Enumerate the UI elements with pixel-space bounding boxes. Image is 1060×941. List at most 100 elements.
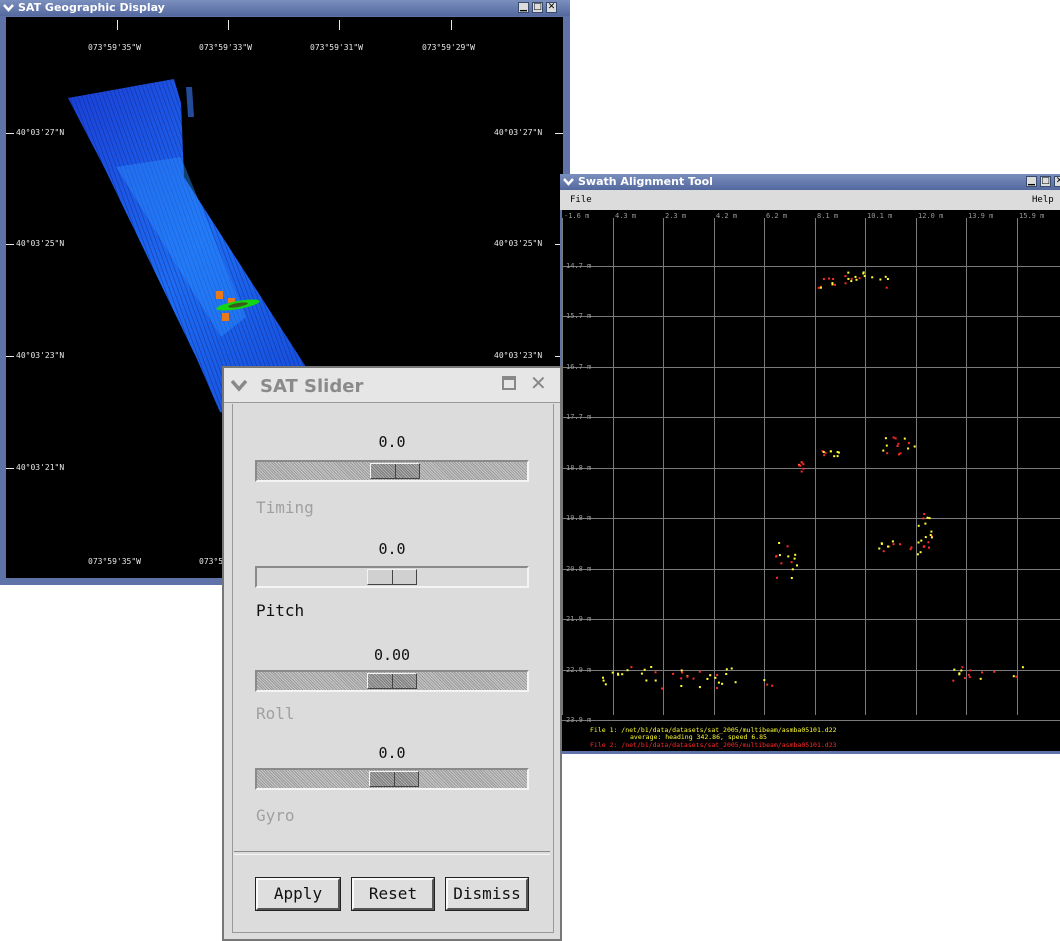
file-menu[interactable]: File <box>570 195 592 205</box>
dismiss-button[interactable]: Dismiss <box>445 877 529 911</box>
sounding-point <box>661 687 663 690</box>
sounding-point <box>899 543 902 546</box>
status-file2: File 2: /net/b1/data/datasets/sat_2005/m… <box>590 741 837 749</box>
slider-thumb[interactable] <box>369 771 419 787</box>
sounding-point <box>643 668 646 671</box>
sounding-point <box>952 679 955 682</box>
sounding-point <box>802 467 805 470</box>
pitch-slider[interactable] <box>255 566 529 588</box>
x-tick-label: 13.9 m <box>968 212 994 220</box>
sounding-point <box>837 451 840 454</box>
sounding-point <box>968 676 971 679</box>
sounding-point <box>829 450 832 453</box>
sounding-point <box>961 666 964 669</box>
swath-plot[interactable]: -1.6 m 4.3 m 2.3 m 4.2 m 6.2 m 8.1 m 10.1 m 12.… <box>562 210 1060 751</box>
swath-track-image <box>68 79 326 417</box>
sounding-point <box>862 271 865 274</box>
right-tick <box>555 356 563 357</box>
close-icon[interactable]: ✕ <box>530 371 547 395</box>
sounding-point <box>686 675 689 678</box>
sounding-point <box>862 272 865 275</box>
sounding-point <box>917 541 920 544</box>
sounding-point <box>836 451 839 453</box>
reset-button[interactable]: Reset <box>351 877 435 911</box>
sounding-point <box>621 673 624 676</box>
maximize-icon[interactable]: □ <box>1040 176 1051 187</box>
slider-titlebar[interactable]: SAT Slider ✕ <box>224 368 560 403</box>
maximize-icon[interactable]: □ <box>532 2 543 13</box>
sounding-point <box>654 679 657 682</box>
timing-slider[interactable] <box>255 460 529 482</box>
gyro-slider[interactable] <box>255 768 529 790</box>
slider-thumb[interactable] <box>367 673 417 689</box>
sounding-point <box>871 276 874 279</box>
sounding-point <box>817 286 820 289</box>
minimize-icon[interactable]: ▁ <box>1026 176 1037 187</box>
roll-label: Roll <box>256 704 295 723</box>
window-menu-icon[interactable] <box>230 378 248 392</box>
sounding-point <box>798 464 800 467</box>
sounding-point <box>766 683 769 686</box>
sounding-point <box>763 679 766 682</box>
sounding-point <box>891 540 894 543</box>
sounding-point <box>834 283 836 286</box>
sounding-point <box>787 555 790 558</box>
sounding-point <box>888 545 891 548</box>
sounding-point <box>802 463 805 466</box>
sounding-point <box>822 451 825 453</box>
sounding-point <box>604 683 607 686</box>
sounding-point <box>611 671 614 674</box>
slider-thumb[interactable] <box>367 569 417 585</box>
right-lat-label: 40°03'23"N <box>494 351 543 360</box>
sounding-point <box>793 557 796 560</box>
roll-slider[interactable] <box>255 670 529 692</box>
sounding-point <box>791 568 794 571</box>
sounding-point <box>833 455 836 458</box>
sounding-point <box>831 282 834 285</box>
minimize-icon[interactable]: ▁ <box>518 2 529 13</box>
x-tick-label: 10.1 m <box>867 212 893 220</box>
sounding-point <box>926 516 929 519</box>
x-tick-label: 12.0 m <box>918 212 944 220</box>
sounding-point <box>898 453 900 456</box>
left-lat-label: 40°03'23"N <box>16 351 65 360</box>
y-tick-label: 17.7 m <box>566 413 592 421</box>
close-icon[interactable]: ✕ <box>1054 176 1060 187</box>
sounding-point <box>920 539 923 542</box>
help-menu[interactable]: Help <box>1032 195 1054 205</box>
sounding-point <box>892 436 895 439</box>
sounding-point <box>692 677 695 680</box>
status-average: average: heading 342.86, speed 6.85 <box>630 733 767 741</box>
close-icon[interactable]: ✕ <box>546 2 557 13</box>
sounding-point <box>924 536 927 539</box>
sounding-point <box>780 562 783 565</box>
sounding-point <box>885 286 888 289</box>
sounding-point <box>1021 666 1024 669</box>
sounding-point <box>714 676 717 679</box>
sounding-point <box>929 534 932 536</box>
timing-label: Timing <box>256 498 314 517</box>
x-tick-label: 2.3 m <box>665 212 687 220</box>
y-tick-label: 15.7 m <box>566 312 592 320</box>
y-tick-label: 19.8 m <box>566 514 592 522</box>
window-menu-icon[interactable] <box>563 176 574 187</box>
sounding-point <box>771 684 774 687</box>
y-tick-label: 14.7 m <box>566 262 592 270</box>
sounding-point <box>1015 675 1018 678</box>
sounding-point <box>645 679 648 682</box>
swath-titlebar[interactable]: Swath Alignment Tool ▁ □ ✕ <box>560 174 1060 190</box>
top-tick <box>117 20 118 30</box>
window-menu-icon[interactable] <box>3 2 14 13</box>
right-tick <box>555 133 563 134</box>
maximize-icon[interactable] <box>502 376 516 390</box>
apply-button[interactable]: Apply <box>255 877 341 911</box>
sounding-point <box>892 543 895 546</box>
slider-thumb[interactable] <box>370 463 420 479</box>
geo-titlebar[interactable]: SAT Geographic Display ▁ □ ✕ <box>0 0 570 16</box>
sounding-point <box>630 666 633 669</box>
y-tick-label: 18.8 m <box>566 464 592 472</box>
swath-plot-svg <box>562 218 1060 721</box>
timing-value: 0.0 <box>378 433 406 451</box>
sounding-point <box>928 546 930 549</box>
sounding-point <box>734 681 737 684</box>
